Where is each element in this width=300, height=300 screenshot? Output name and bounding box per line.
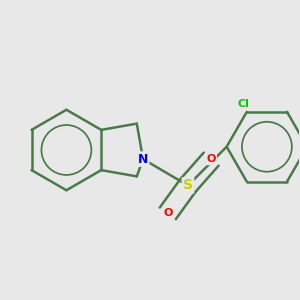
- Text: O: O: [163, 208, 172, 218]
- Text: N: N: [138, 153, 148, 166]
- Text: O: O: [206, 154, 216, 164]
- Text: S: S: [183, 178, 193, 192]
- Text: Cl: Cl: [238, 99, 250, 109]
